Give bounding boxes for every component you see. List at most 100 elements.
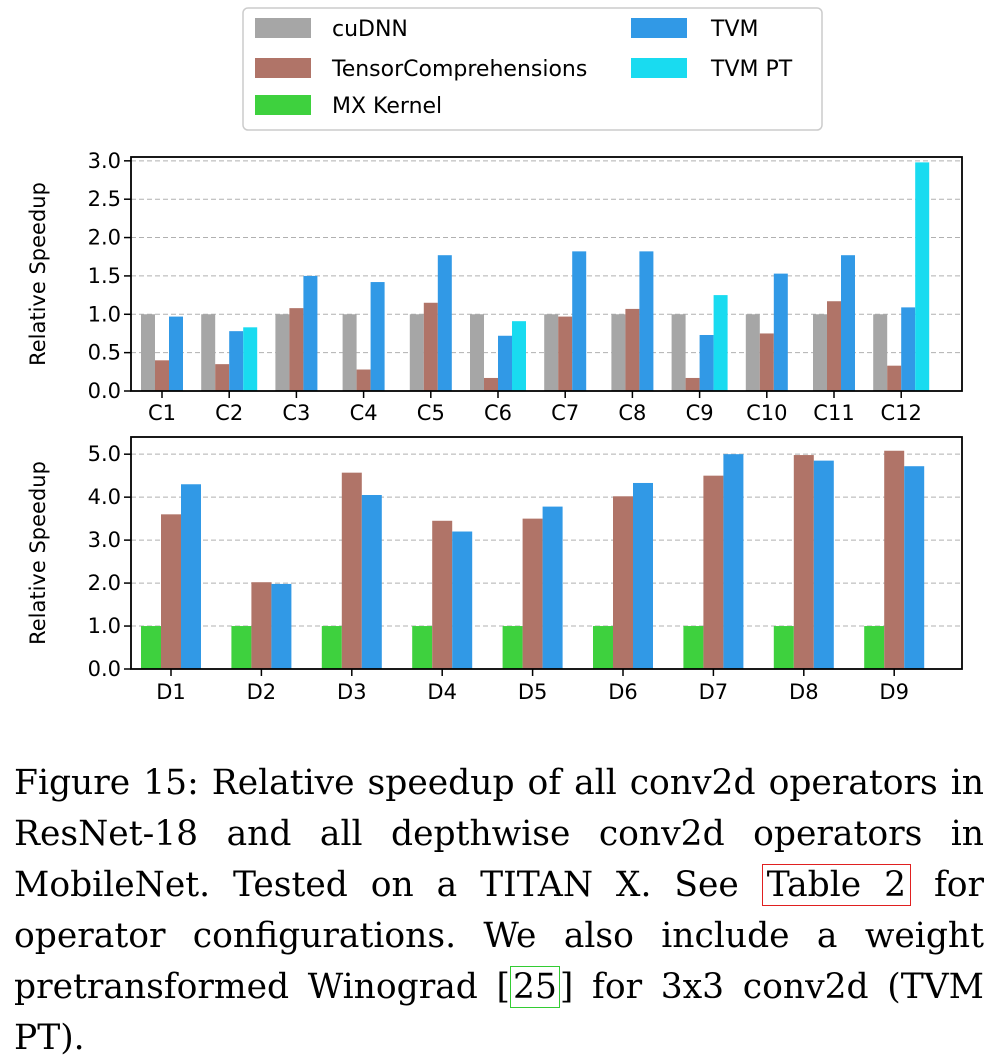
legend-label-tvm: TVM [710,17,758,42]
x-tick-label-c3: C3 [282,401,310,425]
legend-swatch-tvm-pt [631,58,687,78]
x-tick-label-d4: D4 [427,680,457,704]
bar-c9-tvm-pt [713,295,728,391]
x-tick-label-c1: C1 [148,401,176,425]
x-tick-label-c11: C11 [813,401,854,425]
x-tick-label-d3: D3 [337,680,367,704]
bar-c6-cudnn [470,314,484,391]
x-tick-label-c5: C5 [417,401,445,425]
legend-swatch-cudnn [255,18,311,38]
bar-c12-cudnn [873,314,888,391]
bar-c11-cudnn [813,314,827,391]
x-tick-label-c4: C4 [350,401,378,425]
bar-d8-tensorcomprehensions [793,455,814,669]
legend-item-tvm: TVM [631,17,758,42]
bar-c12-tensorcomprehensions [887,365,902,391]
bar-c9-cudnn [671,314,686,391]
bar-d7-tensorcomprehensions [703,475,724,669]
bar-c7-tensorcomprehensions [558,316,573,391]
citation-25-link[interactable]: 25 [510,966,560,1008]
x-tick-label-d6: D6 [608,680,638,704]
bar-c2-cudnn [201,314,216,391]
bar-c11-tensorcomprehensions [827,301,841,391]
bar-c3-cudnn [275,314,290,391]
bar-d2-tensorcomprehensions [251,582,272,669]
bar-c2-tvm [229,331,244,391]
bar-c4-tensorcomprehensions [356,369,371,391]
bar-c11-tvm [841,255,855,391]
bar-d1-tensorcomprehensions [161,514,181,669]
x-tick-label-d5: D5 [518,680,548,704]
bar-c12-tvm [901,307,916,391]
x-tick-label-d1: D1 [156,680,186,704]
caption-bracket-close: ] [559,967,574,1007]
legend-swatch-tvm [631,18,687,38]
bar-c2-tvm-pt [243,327,258,391]
y-tick-label: 0.0 [88,657,121,681]
bar-c10-cudnn [745,314,760,391]
bar-d8-tvm [813,460,834,669]
bar-c3-tensorcomprehensions [289,308,304,391]
legend-swatch-mx-kernel [255,95,311,115]
bar-d3-mx-kernel [321,626,342,669]
bar-d5-tensorcomprehensions [522,518,543,669]
caption-text-2: for operator configurations. We also inc… [14,865,985,1007]
bar-c7-cudnn [544,314,559,391]
bar-c4-cudnn [342,314,357,391]
bar-c1-tensorcomprehensions [155,360,169,391]
plot-frame-top [130,156,963,392]
bar-c6-tvm-pt [512,321,526,391]
legend: cuDNN TensorComprehensions MX Kernel TVM… [242,7,823,131]
bar-c3-tvm [303,275,318,391]
x-tick-label-c9: C9 [686,401,714,425]
bar-d6-tvm [633,482,653,669]
chart-mobilenet-depthwise: 0.0 1.0 2.0 3.0 4.0 5.0 D1 D2 D3 D4 D5 D6 D7 D8 D9 Re… [26,436,963,704]
bar-c5-tensorcomprehensions [423,302,438,391]
x-tick-label-c6: C6 [484,401,512,425]
bar-c1-tvm [169,316,183,391]
x-tick-label-d7: D7 [699,680,729,704]
chart-resnet18-conv2d: 0.0 0.5 1.0 1.5 2.0 2.5 3.0 C1 C2 C3 C4 C5 C6 C7 C8 C9… [26,149,963,425]
y-tick-label: 5.0 [88,442,121,466]
bar-d9-mx-kernel [864,626,885,669]
bar-c8-tensorcomprehensions [625,308,640,391]
bar-c6-tensorcomprehensions [484,377,498,391]
bar-d1-mx-kernel [141,626,161,669]
bar-d1-tvm [181,484,201,669]
bar-c7-tvm [572,251,587,391]
x-tick-label-c2: C2 [215,401,243,425]
bar-d5-tvm [542,506,563,669]
bar-c8-tvm [639,251,654,391]
bar-c5-tvm [437,255,452,391]
bar-c2-tensorcomprehensions [215,364,230,391]
bar-c1-cudnn [141,314,155,391]
y-tick-label: 1.0 [88,302,121,326]
x-tick-label-c10: C10 [746,401,787,425]
y-tick-label: 0.5 [88,341,121,365]
x-tick-label-d9: D9 [879,680,909,704]
plot-frame-bottom [130,436,963,670]
bar-d3-tvm [361,495,382,669]
legend-label-tensorcomprehensions: TensorComprehensions [331,57,587,82]
legend-frame [242,7,823,131]
x-tick-label-c12: C12 [881,401,922,425]
y-tick-label: 1.5 [88,264,121,288]
bar-d6-tensorcomprehensions [613,496,633,669]
bar-c4-tvm [370,282,385,391]
y-tick-label: 3.0 [88,149,121,173]
bar-d4-mx-kernel [412,626,433,669]
bar-c6-tvm [498,335,512,391]
x-tick-label-d2: D2 [247,680,277,704]
x-tick-label-c7: C7 [551,401,579,425]
bar-d9-tensorcomprehensions [884,450,905,669]
legend-item-cudnn: cuDNN [255,17,408,42]
figure-caption: Figure 15: Relative speedup of all conv2… [14,758,984,1064]
bar-c9-tvm [699,334,714,391]
legend-swatch-tensorcomprehensions [255,58,311,78]
legend-item-tvm-pt: TVM PT [631,57,793,82]
bar-d2-tvm [271,583,292,669]
y-tick-label: 2.0 [88,226,121,250]
x-tick-label-d8: D8 [789,680,819,704]
x-tick-label-c8: C8 [618,401,646,425]
table-2-link[interactable]: Table 2 [761,864,912,906]
